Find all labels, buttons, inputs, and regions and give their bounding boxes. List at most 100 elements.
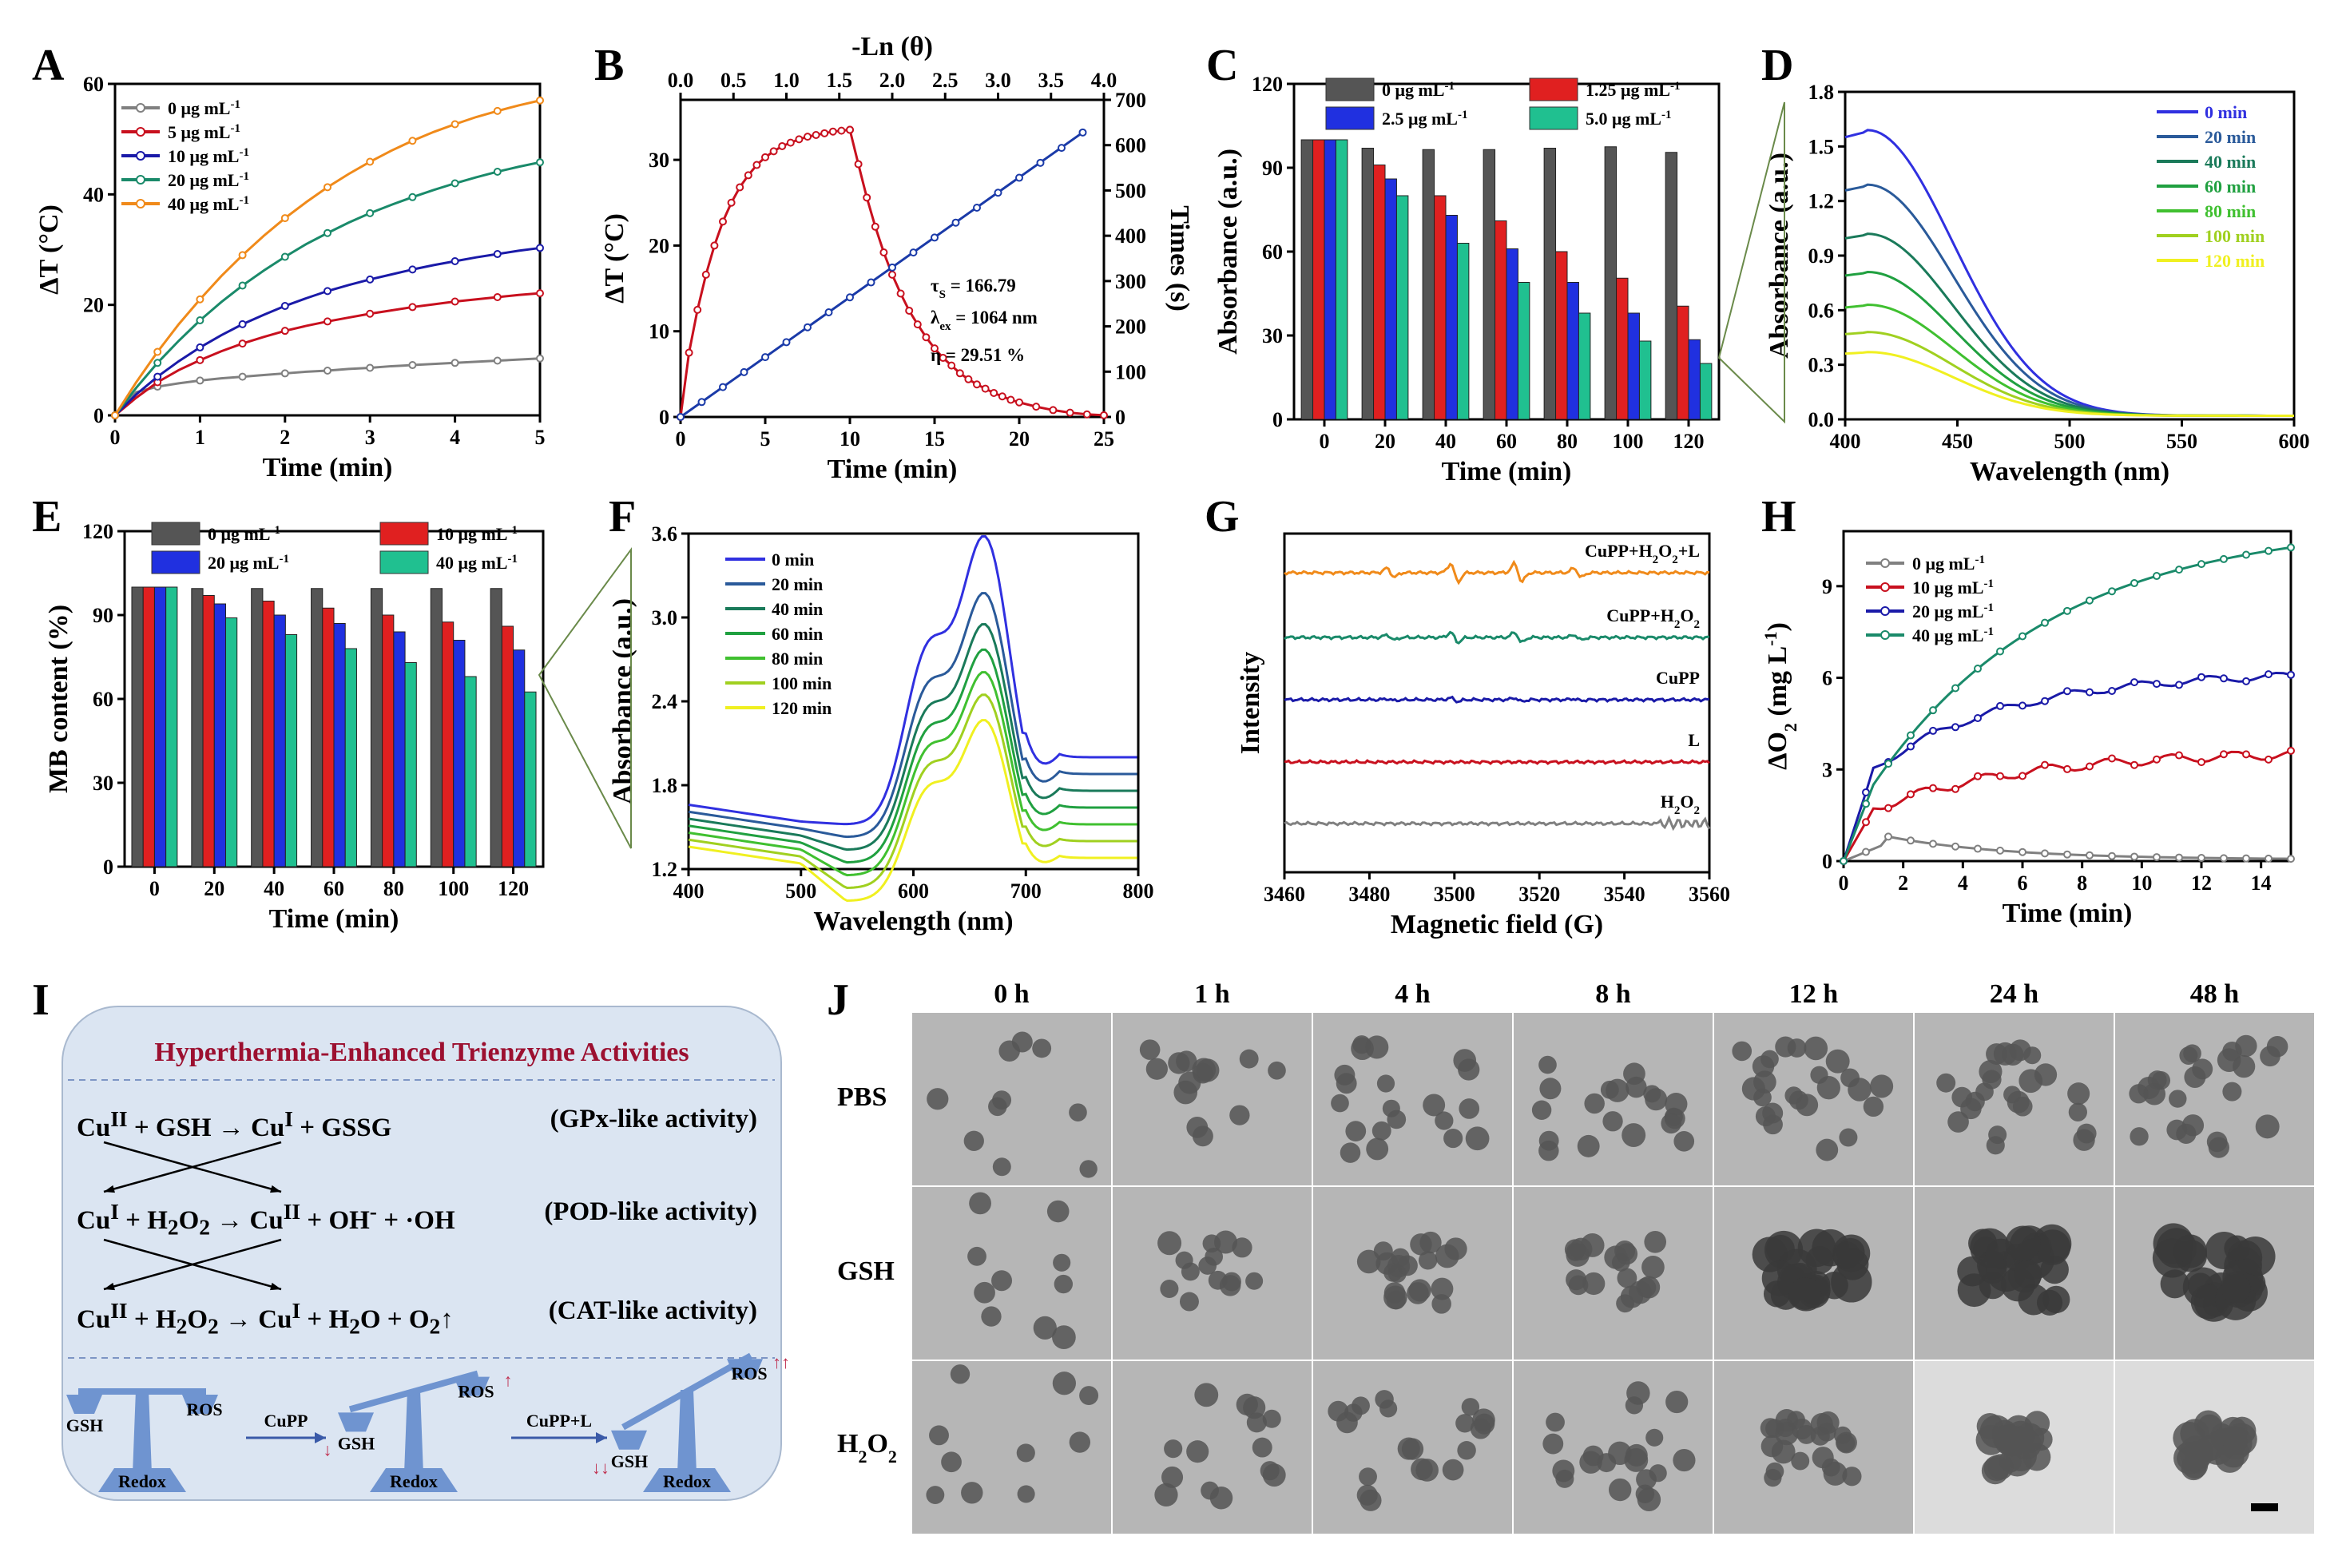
y-right-tick-label: 700 — [1115, 89, 1146, 112]
nanoparticle — [2067, 1082, 2090, 1106]
nanoparticle — [1979, 1271, 2007, 1300]
annotation-eta: η = 29.51 % — [931, 345, 1025, 365]
data-point — [896, 289, 905, 298]
legend-marker — [1880, 558, 1890, 568]
data-point — [493, 356, 502, 365]
bar — [142, 586, 155, 867]
data-point — [2265, 854, 2273, 863]
series-line — [1844, 331, 2295, 417]
data-point — [2086, 596, 2094, 605]
tem-image — [2115, 1361, 2314, 1534]
nanoparticle — [1615, 1243, 1638, 1265]
nanoparticle — [1340, 1142, 1361, 1163]
nanoparticle — [1345, 1121, 1367, 1141]
legend-label: 100 min — [772, 673, 832, 693]
y-tick-label: 1.8 — [652, 774, 678, 797]
data-point — [280, 214, 289, 223]
nanoparticle — [1842, 1467, 1862, 1487]
data-point — [1100, 411, 1108, 419]
column-label: 48 h — [2190, 979, 2240, 1009]
decrease-arrow: ↓ — [324, 1439, 332, 1459]
nanoparticle — [1360, 1489, 1382, 1511]
bar — [513, 649, 526, 867]
data-point — [2018, 772, 2026, 780]
data-point — [2041, 849, 2049, 858]
nanoparticle — [1017, 1485, 1035, 1503]
data-point — [994, 189, 1002, 197]
nanoparticle — [1193, 1062, 1213, 1084]
data-point — [2287, 855, 2295, 863]
legend-label: 40 min — [772, 599, 823, 619]
x-tick-label: 6 — [2018, 871, 2028, 895]
bar — [1506, 248, 1518, 420]
data-point — [2220, 674, 2228, 683]
data-point — [2175, 681, 2183, 689]
x-tick-label: 10 — [840, 427, 860, 451]
data-point — [1862, 818, 1870, 827]
nanoparticle — [1673, 1130, 1695, 1152]
data-point — [1840, 857, 1848, 865]
y-tick-label: 6 — [1822, 667, 1832, 690]
nanoparticle — [1836, 1434, 1856, 1453]
data-point — [451, 120, 459, 129]
tem-image — [1714, 1361, 1913, 1534]
data-point — [536, 244, 544, 252]
bar — [1373, 165, 1386, 420]
x-tick-label: 120 — [498, 877, 529, 900]
nanoparticle — [1584, 1093, 1605, 1114]
x-tick-label: 500 — [785, 879, 816, 903]
bar — [273, 614, 286, 867]
data-point — [804, 133, 812, 141]
data-point — [238, 320, 247, 328]
nanoparticle — [1760, 1435, 1784, 1458]
ros-label: ROS — [186, 1399, 222, 1419]
data-point — [727, 198, 736, 207]
nanoparticle — [1457, 1441, 1476, 1460]
increase-arrow: ↑↑ — [772, 1352, 790, 1372]
data-point — [238, 372, 247, 381]
particles — [1331, 1035, 1490, 1163]
x-top-tick-label: 3.0 — [985, 69, 1011, 92]
data-point — [710, 241, 719, 250]
nanoparticle — [1194, 1383, 1219, 1407]
y-tick-label: 0.3 — [1808, 354, 1835, 377]
bar — [191, 588, 204, 867]
bar — [404, 662, 417, 867]
annotation-tau: τS = 166.79 — [931, 276, 1016, 301]
series-line — [688, 693, 1137, 890]
nanoparticle — [1661, 1113, 1681, 1134]
scheme-box — [62, 1006, 782, 1501]
y-tick-label: 0.9 — [1808, 244, 1835, 268]
y-axis-label: Absorbance (a.u.) — [1213, 149, 1243, 355]
nanoparticle — [991, 1270, 1013, 1292]
nanoparticle — [1046, 1200, 1070, 1223]
x-tick-label: 40 — [264, 877, 284, 900]
fit-line — [680, 131, 1084, 419]
data-point — [740, 367, 748, 376]
nanoparticle — [1804, 1036, 1828, 1061]
particles — [926, 1364, 1099, 1504]
panel-label: D — [1761, 41, 1793, 90]
y-tick-label: 0 — [1822, 850, 1832, 873]
data-point — [820, 129, 829, 137]
nanoparticle — [2185, 1449, 2209, 1474]
data-point — [1862, 788, 1870, 796]
x-tick-label: 20 — [1009, 427, 1030, 451]
data-point — [1996, 846, 2004, 855]
bar — [344, 648, 357, 867]
data-point — [909, 248, 918, 257]
nanoparticle — [1626, 1076, 1647, 1098]
nanoparticle — [1649, 1464, 1667, 1483]
bar — [1300, 139, 1314, 420]
nanoparticle — [2023, 1046, 2042, 1065]
x-axis-label: Wavelength (nm) — [1970, 457, 2169, 486]
process-label: CuPP+L — [526, 1411, 592, 1431]
data-point — [408, 193, 417, 201]
data-point — [879, 248, 888, 256]
data-point — [2242, 677, 2250, 685]
data-point — [1907, 836, 1915, 845]
y-tick-label: 0 — [93, 404, 104, 427]
data-point — [493, 106, 502, 115]
legend-marker — [136, 151, 145, 161]
data-point — [153, 359, 162, 367]
